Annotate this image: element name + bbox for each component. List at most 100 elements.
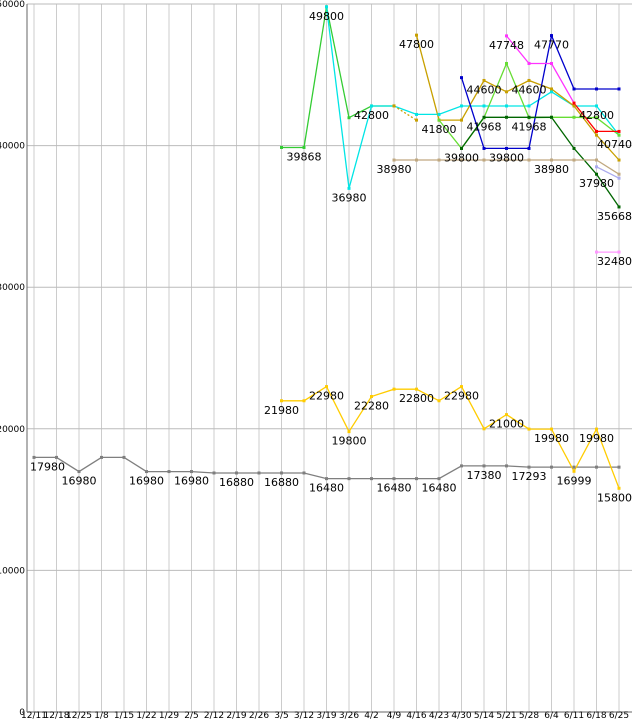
data-label: 17293 (512, 470, 547, 483)
data-point (550, 34, 553, 38)
x-tick-label: 5/21 (496, 711, 516, 720)
x-tick-label: 6/25 (609, 711, 629, 720)
y-tick-label: 10000 (0, 566, 25, 576)
data-points (32, 5, 621, 490)
data-point (482, 146, 486, 150)
data-point (595, 465, 598, 469)
data-point (617, 250, 621, 254)
data-label: 44600 (467, 83, 502, 96)
data-point (527, 427, 531, 431)
data-point (595, 158, 598, 162)
data-point (77, 470, 81, 474)
data-point (595, 116, 598, 120)
data-point (527, 104, 531, 108)
x-tick-label: 12/18 (44, 711, 70, 720)
x-tick-label: 1/29 (159, 711, 179, 720)
data-label: 41968 (467, 121, 502, 134)
data-point (347, 116, 351, 120)
data-label: 16480 (309, 482, 344, 495)
data-point (280, 145, 283, 149)
data-point (482, 104, 486, 108)
data-point (617, 205, 621, 209)
data-point (482, 78, 486, 82)
data-label: 16880 (219, 476, 254, 489)
data-point (190, 470, 193, 474)
data-label: 16480 (377, 482, 412, 495)
data-label: 49800 (309, 10, 344, 23)
grid (27, 3, 632, 713)
x-tick-label: 6/18 (586, 711, 606, 720)
data-label: 16880 (264, 476, 299, 489)
data-point (280, 399, 283, 403)
data-point (482, 427, 486, 431)
data-label: 35668 (597, 210, 632, 223)
data-label: 39800 (444, 151, 479, 164)
data-label: 40740 (597, 138, 632, 151)
data-label: 19800 (332, 435, 367, 448)
data-point (550, 158, 553, 162)
data-point (167, 470, 171, 474)
data-point (572, 101, 576, 105)
series-line (393, 105, 417, 121)
data-point (617, 172, 621, 176)
data-point (55, 455, 58, 459)
data-point (482, 158, 486, 162)
x-tick-label: 3/5 (274, 711, 288, 720)
data-label: 39800 (489, 151, 524, 164)
data-point (505, 413, 508, 417)
data-labels: 17980 16980 16980 16980 16880 16880 16480 16480… (30, 10, 632, 504)
data-point (415, 158, 418, 162)
data-label: 22800 (399, 392, 434, 405)
x-tick-label: 6/4 (544, 711, 559, 720)
data-point (347, 477, 351, 481)
axes (26, 4, 632, 713)
x-tick-label: 12/11 (21, 711, 47, 720)
series-line (596, 166, 620, 179)
data-point (617, 176, 621, 180)
data-label: 38980 (534, 163, 569, 176)
data-point (257, 471, 261, 475)
data-label: 19980 (579, 432, 614, 445)
data-point (370, 477, 373, 481)
data-point (505, 158, 508, 162)
y-tick-label: 30000 (0, 283, 25, 293)
x-tick-label: 2/5 (184, 711, 198, 720)
series-line (460, 33, 619, 150)
series-line (505, 35, 575, 104)
data-point (460, 118, 463, 122)
data-point (460, 146, 463, 150)
data-point (415, 112, 418, 116)
data-label: 16980 (129, 475, 164, 488)
data-point (100, 455, 103, 459)
x-tick-label: 5/14 (474, 711, 494, 720)
data-label: 21000 (489, 418, 524, 431)
data-point (617, 158, 621, 162)
x-tick-label: 4/16 (406, 711, 426, 720)
data-label: 47800 (399, 38, 434, 51)
x-tick-label: 12/25 (66, 711, 92, 720)
data-point (617, 87, 621, 91)
data-label: 44600 (512, 83, 547, 96)
data-point (595, 133, 598, 137)
data-label: 22980 (444, 390, 479, 403)
data-label: 16999 (557, 474, 592, 487)
x-tick-label: 2/19 (226, 711, 246, 720)
data-label: 37980 (579, 177, 614, 190)
data-point (437, 118, 441, 122)
y-tick-label: 40000 (0, 142, 25, 152)
x-tick-label: 2/26 (249, 711, 269, 720)
x-tick-label: 4/9 (387, 711, 402, 720)
data-point (550, 61, 553, 65)
x-tick-label: 4/2 (364, 711, 378, 720)
data-label: 16980 (174, 475, 209, 488)
data-point (572, 104, 576, 108)
x-tick-label: 3/26 (339, 711, 359, 720)
data-point (505, 115, 508, 119)
data-label: 16980 (62, 475, 97, 488)
x-tick-label: 4/23 (429, 711, 449, 720)
data-label: 21980 (264, 404, 299, 417)
data-point (550, 427, 553, 431)
data-point (617, 129, 621, 133)
data-point (460, 76, 463, 80)
data-label: 39868 (287, 150, 322, 163)
